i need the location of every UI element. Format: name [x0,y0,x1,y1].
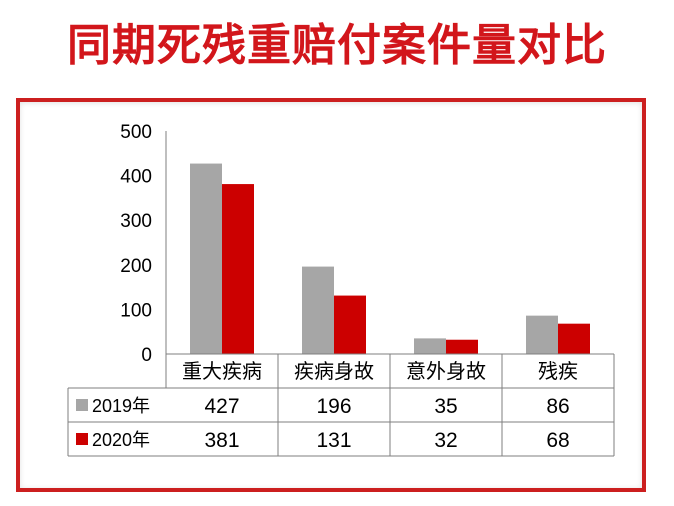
table-cell-value: 68 [546,429,569,452]
bar-2020-1 [334,295,366,354]
slide-title: 同期死残重赔付案件量对比 [67,20,607,71]
legend-key-2020 [76,433,88,445]
table-cell-value: 86 [546,395,569,418]
table-cell-value: 427 [204,395,239,418]
bar-2019-2 [414,338,446,354]
category-label: 重大疾病 [182,360,262,383]
bar-2020-3 [558,323,590,354]
table-cell-value: 381 [204,429,239,452]
y-tick-label: 200 [120,256,152,277]
bar-2020-0 [222,184,254,354]
table-cell-value: 32 [434,429,457,452]
category-label: 疾病身故 [294,360,374,383]
category-label: 残疾 [538,360,578,383]
table-cell-value: 196 [316,395,351,418]
y-tick-label: 300 [120,211,152,232]
legend-label: 2019年 [92,396,150,416]
y-tick-label: 400 [120,167,152,188]
category-label: 意外身故 [406,360,486,383]
legend-label: 2020年 [92,430,150,450]
y-tick-label: 0 [141,345,152,366]
bar-2019-1 [302,266,334,354]
table-cell-value: 35 [434,395,457,418]
y-tick-label: 500 [120,122,152,143]
bar-2020-2 [446,339,478,354]
bar-2019-3 [526,315,558,354]
bar-2019-0 [190,163,222,354]
y-tick-label: 100 [120,300,152,321]
legend-key-2019 [76,399,88,411]
table-cell-value: 131 [316,429,351,452]
